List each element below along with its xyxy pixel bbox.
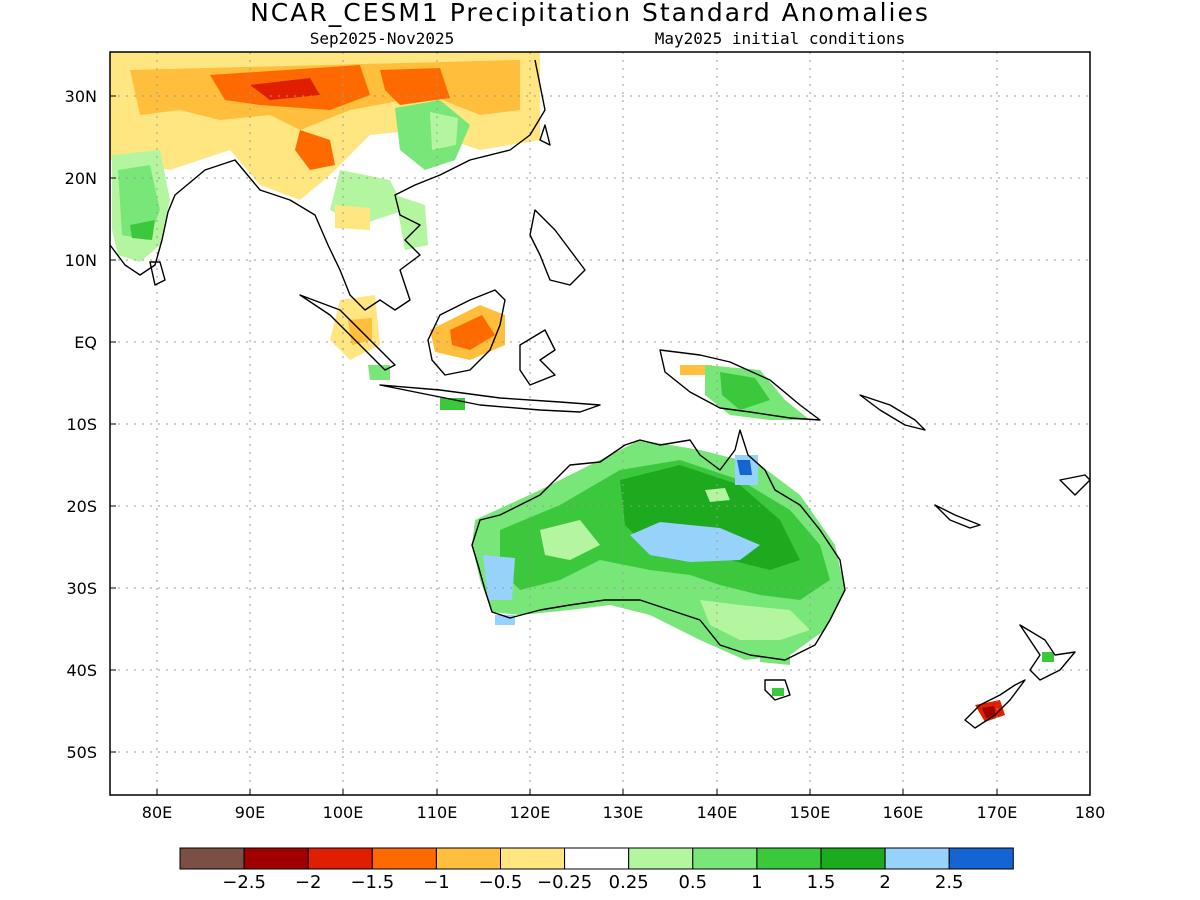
colorbar-label: 2.5 (935, 872, 964, 893)
lat-label: 20S (66, 497, 97, 516)
colorbar-swatch (948, 847, 1014, 870)
lat-label: 20N (65, 169, 97, 188)
longitude-labels: 80E 90E 100E 110E 120E 130E 140E 150E 16… (142, 803, 1106, 822)
lon-label: 80E (142, 803, 172, 822)
map-plot-area (110, 52, 1090, 795)
colorbar-swatch (884, 847, 950, 870)
colorbar: −2.5 −2 −1.5 −1 −0.5 −0.25 0.25 0.5 1 1.5 2 2.5 (179, 847, 1014, 893)
colorbar-label: −0.25 (537, 872, 592, 893)
colorbar-label: 0.5 (678, 872, 707, 893)
colorbar-label: 1 (751, 872, 762, 893)
lon-label: 110E (417, 803, 458, 822)
lat-label: EQ (74, 333, 97, 352)
coastlines (110, 59, 1090, 729)
lon-label: 140E (697, 803, 738, 822)
anomaly-shading (110, 52, 1054, 722)
colorbar-swatch (692, 847, 758, 870)
colorbar-swatch (820, 847, 886, 870)
init-conditions-label: May2025 initial conditions (655, 29, 905, 48)
lon-label: 150E (790, 803, 831, 822)
colorbar-swatch (307, 847, 373, 870)
colorbar-swatch (564, 847, 630, 870)
lon-label: 90E (235, 803, 265, 822)
latitude-labels: 30N 20N 10N EQ 10S 20S 30S 40S 50S (65, 87, 97, 762)
colorbar-label: −1.5 (350, 872, 394, 893)
colorbar-swatch (243, 847, 309, 870)
colorbar-label: −2 (295, 872, 322, 893)
colorbar-swatch (500, 847, 566, 870)
colorbar-swatch (179, 847, 245, 870)
lat-label: 40S (66, 661, 97, 680)
colorbar-swatch (371, 847, 437, 870)
gridlines (110, 52, 1090, 795)
colorbar-label: −2.5 (222, 872, 266, 893)
lon-label: 130E (603, 803, 644, 822)
colorbar-swatch (628, 847, 694, 870)
lat-label: 30N (65, 87, 97, 106)
colorbar-swatch (756, 847, 822, 870)
lon-label: 100E (323, 803, 364, 822)
colorbar-swatch (435, 847, 501, 870)
lat-label: 10S (66, 415, 97, 434)
colorbar-label: 2 (879, 872, 890, 893)
lat-label: 50S (66, 743, 97, 762)
lat-label: 10N (65, 251, 97, 270)
colorbar-label: −1 (423, 872, 450, 893)
colorbar-label: 1.5 (807, 872, 836, 893)
lon-label: 180 (1075, 803, 1106, 822)
map-title: NCAR_CESM1 Precipitation Standard Anomal… (250, 0, 930, 27)
colorbar-label: 0.25 (609, 872, 649, 893)
axis-ticks (110, 95, 998, 795)
lat-label: 30S (66, 579, 97, 598)
season-label: Sep2025-Nov2025 (310, 29, 455, 48)
lon-label: 160E (883, 803, 924, 822)
lon-label: 170E (977, 803, 1018, 822)
colorbar-label: −0.5 (479, 872, 523, 893)
lon-label: 120E (510, 803, 551, 822)
